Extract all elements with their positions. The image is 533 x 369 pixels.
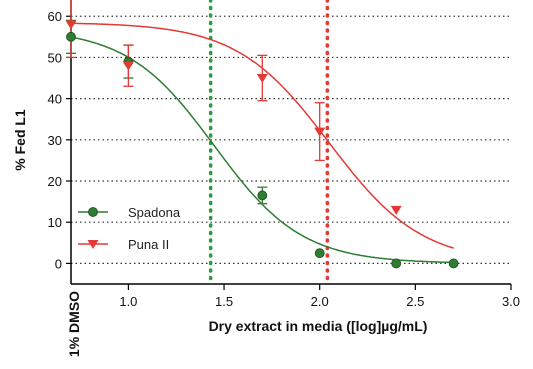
y-axis-label: % Fed L1 [12,109,28,171]
point-spadona-4 [391,258,402,269]
x-tick-label-2.5: 2.5 [406,294,424,309]
legend: Spadona Puna II [78,205,181,252]
point-spadona-3 [314,248,325,259]
point-puna-ii-4 [390,205,402,215]
x-tick-label-2.0: 2.0 [311,294,329,309]
point-puna-ii-0 [65,20,77,30]
horizontal-gridlines [71,15,511,265]
y-tick-label-50: 50 [48,50,62,65]
point-puna-ii-2 [256,74,268,84]
x-axis-label: Dry extract in media ([log]µg/mL) [209,318,428,334]
control-label: 1% DMSO [66,291,82,357]
legend-marker-puna-ii [87,240,99,249]
error-bars [66,0,325,205]
point-puna-ii-3 [314,127,326,137]
x-tick-label-3.0: 3.0 [502,294,520,309]
ec50-reference-lines [208,0,330,286]
point-spadona-0 [66,31,76,42]
legend-label-puna-ii: Puna II [128,237,169,252]
x-tick-labels: 1.0 1.5 2.0 2.5 3.0 [119,294,520,309]
point-spadona-5 [448,258,459,269]
x-tick-label-1.5: 1.5 [215,294,233,309]
point-puna-ii-1 [122,61,134,71]
y-tick-label-40: 40 [48,92,62,107]
data-points [65,20,459,269]
fit-curve-spadona [70,36,454,264]
x-tick-label-1.0: 1.0 [119,294,137,309]
point-spadona-2 [257,190,268,201]
y-tick-label-10: 10 [48,215,62,230]
y-tick-label-30: 30 [48,133,62,148]
y-tick-labels: 0 10 20 30 40 50 60 [48,9,62,271]
legend-marker-spadona [88,207,98,217]
y-tick-label-60: 60 [48,9,62,24]
y-tick-label-0: 0 [55,256,62,271]
y-tick-label-20: 20 [48,174,62,189]
legend-label-spadona: Spadona [128,205,181,220]
